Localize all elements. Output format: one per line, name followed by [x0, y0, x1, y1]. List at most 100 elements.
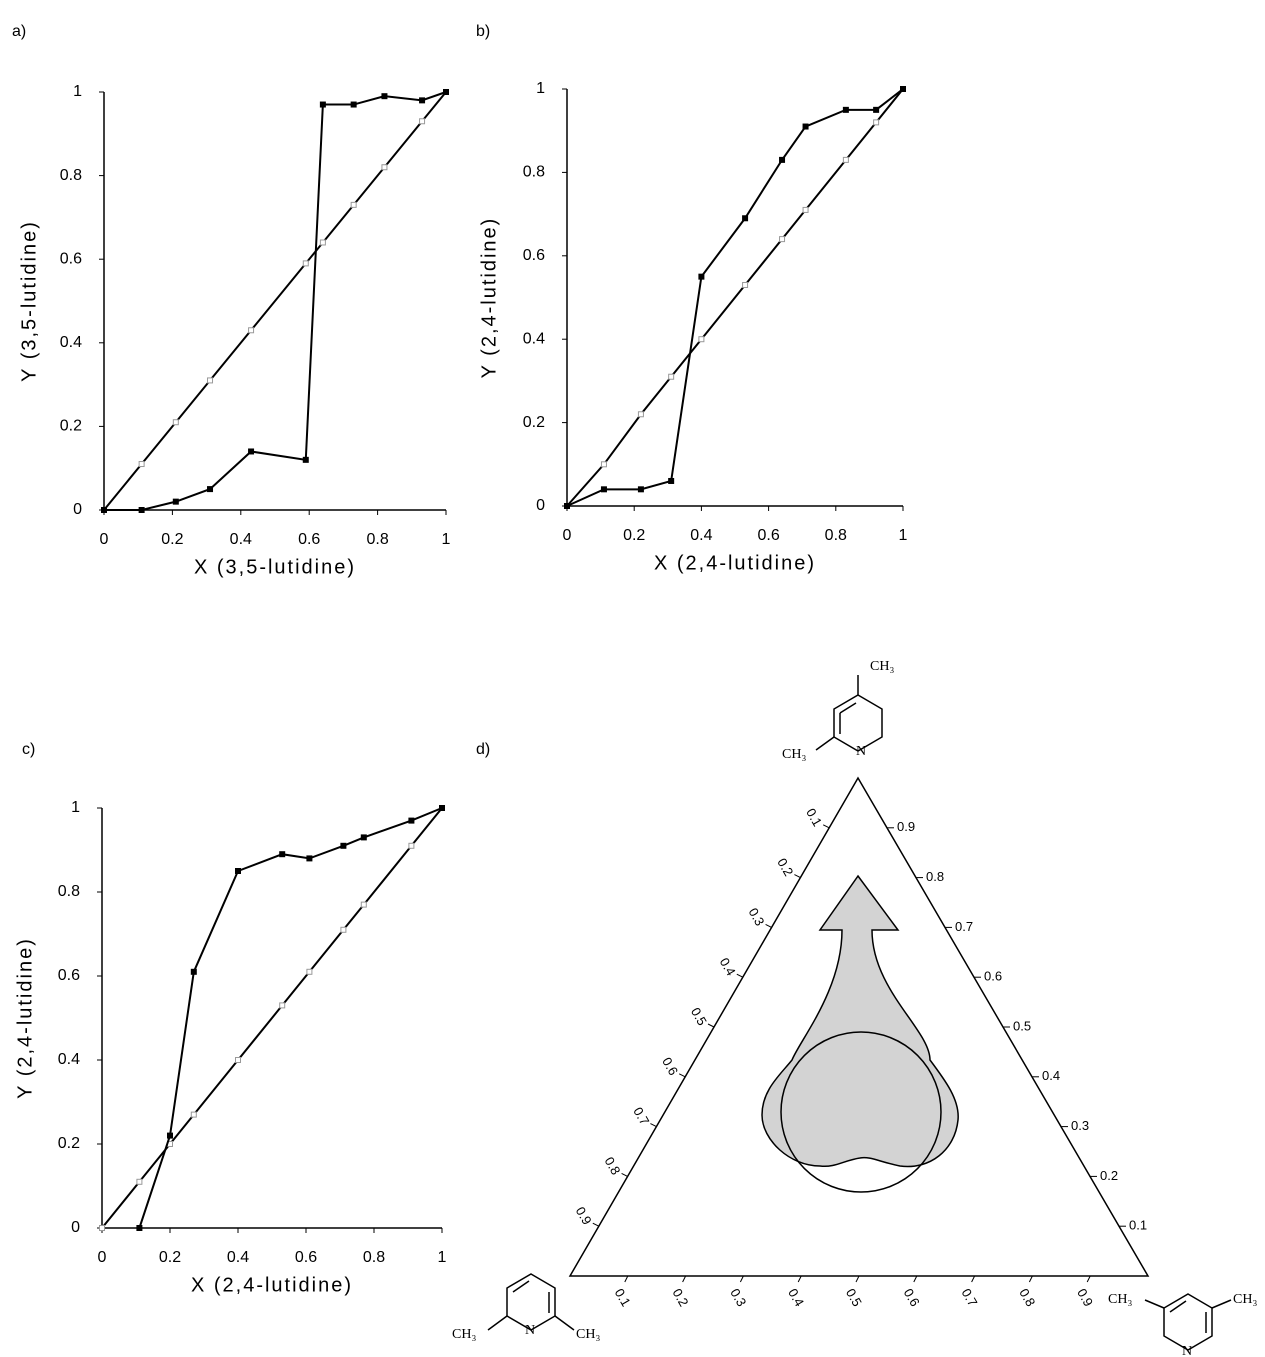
data-point: [306, 968, 313, 975]
molecule-label: CH₃: [782, 747, 806, 762]
data-point: [235, 1057, 241, 1063]
data-point: [873, 106, 880, 113]
y-tick-label: 0.6: [58, 967, 80, 984]
data-point: [742, 281, 749, 288]
data-point: [279, 851, 286, 858]
ternary-tick: [592, 1222, 600, 1227]
panel-label: c): [22, 741, 35, 758]
data-point: [408, 842, 415, 849]
y-tick-label: 0.2: [60, 418, 82, 435]
x-tick-label: 0.8: [363, 1249, 385, 1266]
data-point: [637, 486, 644, 493]
y-tick-label: 0.8: [523, 164, 545, 181]
ternary-tick-label: 0.5: [688, 1005, 710, 1028]
ternary-tick-label: 0.3: [746, 905, 768, 928]
y-tick-label: 0.4: [58, 1051, 80, 1068]
x-tick-label: 0.2: [161, 531, 183, 548]
data-point: [319, 239, 326, 246]
data-point: [136, 1225, 143, 1231]
x-tick-label: 1: [438, 1249, 447, 1266]
ternary-tick-label: 0.4: [785, 1286, 807, 1309]
data-point: [637, 411, 644, 418]
data-point: [419, 118, 426, 125]
y-tick-label: 1: [71, 799, 80, 816]
data-point: [138, 507, 145, 513]
ternary-tick-label: 0.9: [573, 1204, 595, 1227]
data-point: [172, 419, 179, 426]
ternary-tick-label: 0.3: [727, 1286, 749, 1309]
data-point: [668, 373, 675, 380]
data-point: [350, 101, 357, 108]
ternary-tick-label: 0.9: [897, 819, 915, 834]
ternary-tick: [1086, 1275, 1091, 1283]
ternary-tick-label: 0.7: [955, 919, 973, 934]
ternary-tick: [971, 1275, 976, 1283]
ternary-tick: [1028, 1275, 1033, 1283]
molecule-left: [487, 1273, 575, 1331]
molecule-right: [1144, 1293, 1232, 1351]
y-tick-label: 0.4: [523, 330, 545, 347]
x-tick-label: 0: [98, 1249, 107, 1266]
data-point: [742, 215, 749, 222]
ternary-tick: [765, 923, 772, 928]
molecule-label: CH₃: [452, 1327, 476, 1342]
x-tick-label: 1: [899, 527, 908, 544]
data-point: [235, 868, 241, 874]
ternary-tick-label: 0.5: [843, 1286, 865, 1309]
data-point: [381, 164, 388, 171]
ternary-tick-label: 0.7: [959, 1286, 981, 1309]
data-point: [408, 817, 415, 824]
y-axis-label: Y (2,4-lutidine): [14, 937, 36, 1099]
ternary-tick-label: 0.5: [1013, 1018, 1031, 1033]
x-tick-label: 0.2: [159, 1249, 181, 1266]
molecule-label: CH₃: [576, 1327, 600, 1342]
data-point: [101, 507, 107, 513]
series-line: [566, 88, 904, 507]
data-point: [842, 106, 849, 113]
ternary-tick: [650, 1123, 657, 1128]
x-tick-label: 0.6: [298, 531, 320, 548]
data-point: [698, 273, 705, 280]
ternary-tick-label: 0.6: [901, 1286, 923, 1309]
data-point: [668, 477, 675, 484]
data-point: [443, 89, 449, 95]
data-point: [279, 1002, 286, 1009]
ternary-tick: [739, 1275, 744, 1283]
data-point: [207, 377, 214, 384]
data-point: [340, 926, 347, 933]
ternary-tick: [707, 1023, 715, 1028]
ternary-shapes: [487, 675, 1232, 1351]
x-tick-label: 1: [442, 531, 451, 548]
panel-label: a): [12, 23, 26, 40]
ternary-tick-label: 0.3: [1071, 1118, 1089, 1133]
ternary-tick-label: 0.9: [1074, 1286, 1096, 1309]
data-point: [302, 456, 309, 463]
molecule-label: CH₃: [870, 659, 894, 674]
y-tick-label: 0.2: [523, 414, 545, 431]
data-point: [360, 834, 367, 841]
data-point: [564, 503, 570, 509]
x-tick-label: 0.4: [230, 531, 252, 548]
data-point: [302, 260, 309, 267]
molecule-label: CH₃: [1108, 1292, 1132, 1307]
x-tick-label: 0.6: [757, 527, 779, 544]
data-point: [419, 97, 426, 104]
data-point: [248, 448, 255, 455]
x-tick-label: 0.8: [825, 527, 847, 544]
data-point: [360, 901, 367, 908]
x-axis-label: X (2,4-lutidine): [191, 1274, 353, 1296]
ternary-tick-label: 0.2: [774, 855, 796, 878]
ternary-tick-label: 0.1: [1129, 1218, 1147, 1233]
data-point: [207, 486, 214, 493]
y-axis-label: Y (2,4-lutidine): [478, 217, 500, 379]
ternary-tick: [624, 1275, 629, 1283]
ternary-tick-label: 0.1: [803, 806, 825, 829]
ternary-tick-label: 0.8: [1016, 1286, 1038, 1309]
ternary-tick-label: 0.8: [926, 869, 944, 884]
data-point: [190, 1111, 197, 1118]
ternary-tick-label: 0.4: [1042, 1068, 1060, 1083]
molecule-label: N: [856, 744, 866, 759]
molecule-label: CH₃: [1233, 1292, 1257, 1307]
x-tick-label: 0.8: [366, 531, 388, 548]
